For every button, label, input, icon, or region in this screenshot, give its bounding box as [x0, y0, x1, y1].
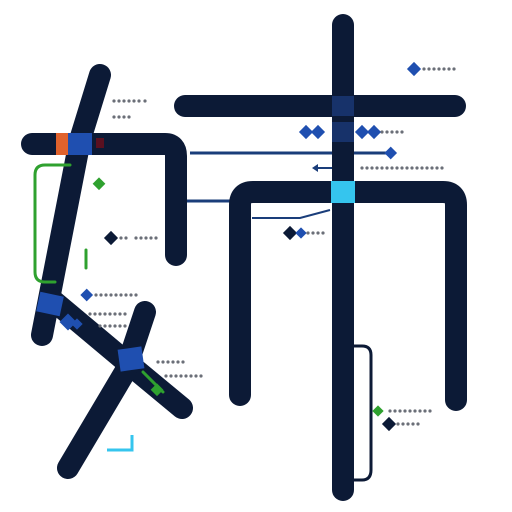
- illegible-labels: [88, 67, 456, 426]
- station-green-lower: [150, 383, 164, 397]
- label-top-right: [422, 67, 456, 71]
- station-pair-center-left-b: [310, 124, 326, 140]
- station-left: [103, 230, 119, 246]
- line-network: [21, 14, 467, 501]
- label-center-right: [380, 130, 404, 134]
- label-lower-right: [388, 409, 432, 426]
- trunk-interchange-2: [332, 122, 354, 142]
- interchange-blocks: [36, 96, 355, 372]
- label-mid: [306, 231, 325, 235]
- station-pair-center-left: [298, 124, 314, 140]
- station-top-right: [406, 61, 422, 77]
- station-mid: [282, 225, 298, 241]
- station-green-upper: [92, 177, 106, 191]
- small-interchange-red: [96, 138, 104, 148]
- left-upper-horizontal-line: [21, 133, 187, 266]
- lower-left-x-crossing-line: [57, 301, 156, 479]
- thin-connector-lower: [252, 209, 331, 219]
- orange-interchange: [56, 133, 68, 155]
- label-center-long: [360, 166, 444, 170]
- station-arrow-center: [312, 164, 318, 172]
- blue-interchange-left-top: [68, 133, 92, 155]
- label-lower-center: [156, 360, 203, 378]
- station-mid-blue: [295, 227, 307, 239]
- station-green-right: [372, 405, 384, 417]
- station-connector-end: [384, 146, 398, 160]
- cyan-corner-marker: [107, 435, 134, 452]
- label-left: [119, 236, 158, 240]
- top-interchange: [332, 96, 354, 116]
- cyan-interchange: [331, 181, 355, 203]
- blue-interchange-lower: [117, 346, 145, 372]
- green-loop-left: [33, 163, 72, 284]
- station-lower-right: [381, 416, 397, 432]
- label-left-lower-2: [88, 312, 127, 328]
- blue-interchange-left-mid: [36, 291, 64, 317]
- station-left-lower: [80, 288, 94, 302]
- station-pair-center-right-b: [366, 124, 382, 140]
- right-bracket-outline: [343, 344, 373, 482]
- station-pair-center-right: [354, 124, 370, 140]
- label-left-lower: [94, 293, 138, 297]
- label-left-top: [112, 99, 147, 119]
